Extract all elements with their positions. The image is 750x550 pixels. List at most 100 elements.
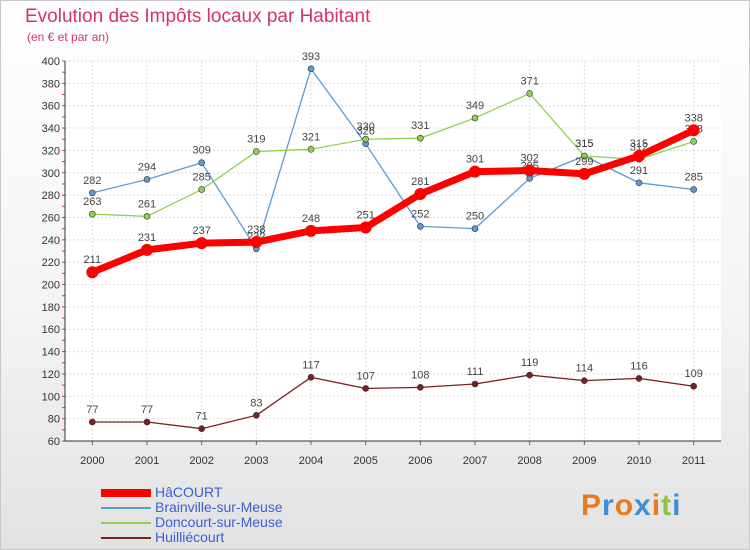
y-tick-label: 320 <box>42 145 60 157</box>
chart-subtitle: (en € et par an) <box>27 30 110 44</box>
data-point <box>635 179 643 187</box>
data-point <box>195 237 208 250</box>
data-label: 261 <box>138 198 156 210</box>
data-label: 111 <box>467 366 484 378</box>
y-tick-label: 340 <box>42 123 60 135</box>
data-label: 251 <box>356 210 374 222</box>
data-point <box>86 266 99 279</box>
data-label: 302 <box>520 153 538 165</box>
data-point <box>253 148 260 155</box>
data-point <box>359 221 372 234</box>
data-label: 393 <box>302 51 320 63</box>
y-tick-label: 360 <box>42 101 60 113</box>
x-tick-label: 2007 <box>463 455 487 467</box>
x-tick-label: 2002 <box>189 455 213 467</box>
data-label: 349 <box>466 100 484 112</box>
data-label: 231 <box>138 232 156 244</box>
y-tick-label: 380 <box>42 78 60 90</box>
x-tick-label: 2004 <box>299 455 323 467</box>
data-point <box>250 236 263 249</box>
data-point <box>143 176 151 183</box>
data-label: 315 <box>575 138 593 150</box>
legend-label: Doncourt-sur-Meuse <box>155 514 283 530</box>
x-tick-label: 2003 <box>244 455 268 467</box>
data-label: 77 <box>86 404 98 416</box>
chart-title: Evolution des Impôts locaux par Habitant <box>25 6 371 27</box>
legend-swatch <box>101 522 151 524</box>
data-label: 114 <box>576 363 594 375</box>
logo-letter: x <box>634 489 652 522</box>
data-point <box>633 150 645 162</box>
data-label: 108 <box>411 369 429 381</box>
legend-label: Brainville-sur-Meuse <box>155 499 283 515</box>
data-point <box>690 382 697 390</box>
y-tick-label: 80 <box>48 414 60 426</box>
data-label: 71 <box>196 411 208 423</box>
data-label: 309 <box>192 145 210 157</box>
data-point <box>635 375 643 382</box>
data-point <box>198 186 205 193</box>
data-label: 291 <box>630 165 648 177</box>
data-label: 338 <box>684 112 702 124</box>
data-point <box>198 425 205 433</box>
data-point <box>578 167 591 180</box>
logo-letter: P <box>581 489 603 522</box>
data-label: 119 <box>521 357 539 369</box>
data-label: 299 <box>575 156 593 168</box>
data-point <box>362 135 369 143</box>
legend-swatch <box>101 537 151 539</box>
data-point <box>305 224 317 237</box>
y-tick-label: 220 <box>42 257 60 269</box>
data-label: 107 <box>356 370 374 382</box>
data-point <box>307 145 315 153</box>
data-label: 321 <box>302 131 320 143</box>
y-tick-label: 160 <box>42 324 60 336</box>
data-point <box>253 411 260 419</box>
data-point <box>690 186 697 193</box>
legend-label: Huilliécourt <box>155 529 225 545</box>
data-label: 238 <box>247 224 265 236</box>
data-point <box>417 134 424 142</box>
data-label: 371 <box>520 75 538 87</box>
data-label: 83 <box>250 397 262 409</box>
x-tick-label: 2010 <box>627 455 651 467</box>
y-tick-label: 300 <box>42 168 60 180</box>
data-point <box>471 114 479 122</box>
y-tick-label: 120 <box>42 369 60 381</box>
x-tick-label: 2001 <box>135 455 159 467</box>
data-label: 237 <box>192 225 210 237</box>
data-label: 315 <box>630 138 648 150</box>
data-point <box>526 371 533 379</box>
data-point <box>143 418 151 426</box>
data-point <box>471 380 479 388</box>
data-point <box>471 225 479 232</box>
y-tick-label: 280 <box>42 190 60 202</box>
data-point <box>307 373 315 381</box>
series-line-Huilliécourt <box>91 374 695 430</box>
x-tick-label: 2011 <box>682 455 706 467</box>
data-point <box>414 188 427 200</box>
logo-letter: r <box>602 489 615 522</box>
data-point <box>89 418 96 426</box>
proxiti-logo: Proxiti <box>581 489 681 523</box>
series-line-HâCOURT <box>88 126 698 276</box>
data-point <box>89 189 96 197</box>
y-tick-label: 100 <box>42 391 60 403</box>
data-point <box>307 65 315 73</box>
data-point <box>417 384 424 391</box>
data-label: 315 <box>575 138 593 150</box>
x-tick-label: 2000 <box>80 455 104 467</box>
legend-swatch <box>101 507 151 509</box>
logo-letter: t <box>661 489 673 522</box>
logo-letter: i <box>651 489 662 522</box>
data-label: 116 <box>630 360 648 372</box>
data-label: 326 <box>356 126 374 138</box>
series-line-Doncourt-sur-Meuse <box>91 92 695 218</box>
data-label: 294 <box>138 161 156 173</box>
y-tick-label: 260 <box>42 212 60 224</box>
x-tick-label: 2006 <box>408 455 432 467</box>
data-label: 285 <box>192 172 210 184</box>
data-label: 330 <box>356 121 374 133</box>
